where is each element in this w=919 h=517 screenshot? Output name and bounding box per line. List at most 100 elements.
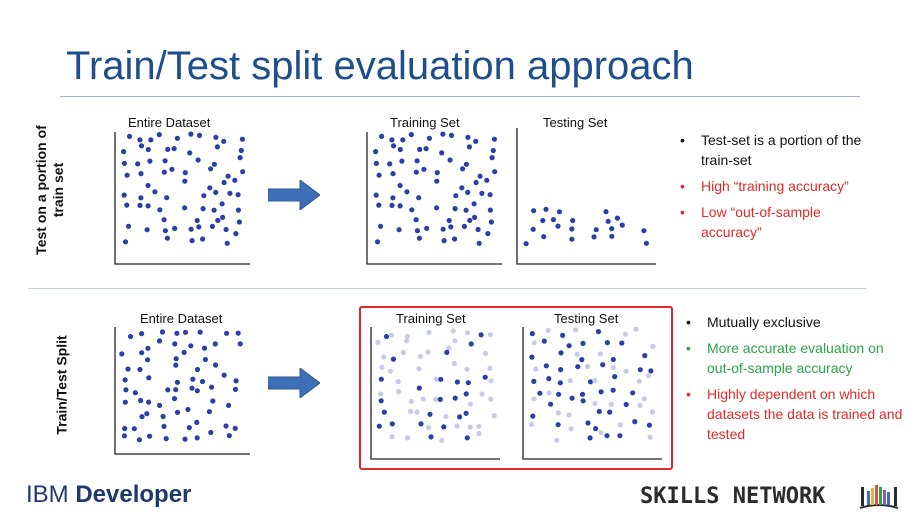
data-point	[214, 144, 220, 150]
data-point	[124, 172, 130, 178]
data-point	[461, 223, 467, 229]
data-point	[195, 157, 201, 163]
row1-arrow-icon	[268, 180, 320, 210]
faded-data-point	[414, 409, 420, 415]
data-point	[397, 203, 403, 209]
data-point	[196, 132, 203, 138]
data-point	[123, 387, 129, 393]
data-point	[569, 395, 575, 401]
data-point	[404, 189, 410, 195]
data-point	[556, 391, 562, 397]
data-point	[137, 202, 143, 208]
data-point	[440, 131, 446, 137]
faded-data-point	[487, 365, 493, 371]
data-point	[387, 161, 393, 167]
faded-data-point	[426, 329, 432, 335]
data-point	[181, 349, 187, 355]
data-point	[194, 217, 200, 224]
data-point	[531, 208, 537, 214]
data-point	[235, 330, 241, 336]
data-point	[210, 398, 216, 404]
title-divider	[60, 96, 860, 97]
data-point	[489, 155, 495, 161]
faded-data-point	[404, 338, 410, 344]
faded-data-point	[622, 331, 628, 337]
faded-data-point	[647, 434, 653, 440]
faded-data-point	[610, 365, 616, 371]
data-point	[428, 434, 434, 440]
data-point	[156, 338, 163, 344]
data-point	[182, 178, 188, 184]
data-point	[373, 192, 379, 198]
data-point	[555, 223, 561, 229]
data-point	[188, 131, 194, 137]
faded-data-point	[597, 351, 603, 357]
data-point	[585, 420, 591, 426]
data-point	[225, 173, 231, 179]
data-point	[171, 146, 177, 152]
data-point	[463, 410, 469, 416]
faded-data-point	[546, 390, 552, 396]
data-point	[593, 426, 599, 432]
data-point	[187, 150, 193, 156]
faded-data-point	[598, 430, 604, 436]
data-point	[452, 206, 458, 212]
plot-axes	[522, 327, 662, 460]
row2-bullet: More accurate evaluation on out-of-sampl…	[686, 338, 908, 378]
data-point	[484, 177, 490, 183]
data-point	[163, 436, 169, 442]
data-point	[186, 425, 192, 431]
faded-data-point	[416, 366, 422, 372]
data-point	[492, 169, 498, 175]
data-point	[238, 147, 244, 154]
faded-data-point	[450, 328, 456, 334]
data-point	[546, 376, 552, 382]
data-point	[465, 134, 471, 140]
row2-bullet: Highly dependent on which datasets the d…	[686, 384, 908, 444]
data-point	[595, 329, 602, 335]
data-point	[226, 402, 232, 408]
data-point	[119, 351, 125, 357]
faded-data-point	[404, 333, 410, 339]
data-point	[124, 202, 130, 208]
data-point	[233, 378, 239, 384]
data-point	[408, 132, 414, 138]
data-point	[188, 226, 194, 232]
data-point	[144, 227, 150, 233]
data-point	[145, 345, 151, 351]
data-point	[125, 223, 132, 229]
faded-data-point	[443, 413, 449, 420]
data-point	[610, 387, 616, 393]
data-point	[165, 387, 171, 393]
data-point	[476, 240, 482, 246]
faded-data-point	[491, 413, 497, 419]
data-point	[223, 423, 229, 429]
faded-data-point	[464, 330, 471, 336]
data-point	[164, 195, 170, 201]
faded-data-point	[467, 401, 473, 407]
data-point	[560, 332, 566, 338]
data-point	[587, 379, 594, 385]
data-point	[642, 353, 648, 359]
data-point	[453, 193, 459, 199]
data-point	[557, 380, 563, 386]
data-point	[145, 182, 151, 189]
row1-entire-plot	[114, 131, 250, 265]
data-point	[146, 399, 152, 405]
data-point	[648, 368, 654, 374]
data-point	[437, 396, 443, 402]
data-point	[427, 411, 433, 417]
data-point	[477, 173, 483, 179]
data-point	[157, 207, 163, 213]
data-point	[139, 414, 145, 420]
faded-data-point	[476, 430, 482, 437]
faded-data-point	[417, 353, 423, 359]
data-point	[139, 331, 145, 337]
data-point	[162, 228, 168, 234]
data-point	[414, 158, 420, 164]
faded-data-point	[584, 363, 591, 370]
data-point	[643, 240, 649, 246]
data-point	[579, 391, 586, 397]
data-point	[122, 239, 129, 245]
row2-testing-plot	[522, 326, 662, 460]
